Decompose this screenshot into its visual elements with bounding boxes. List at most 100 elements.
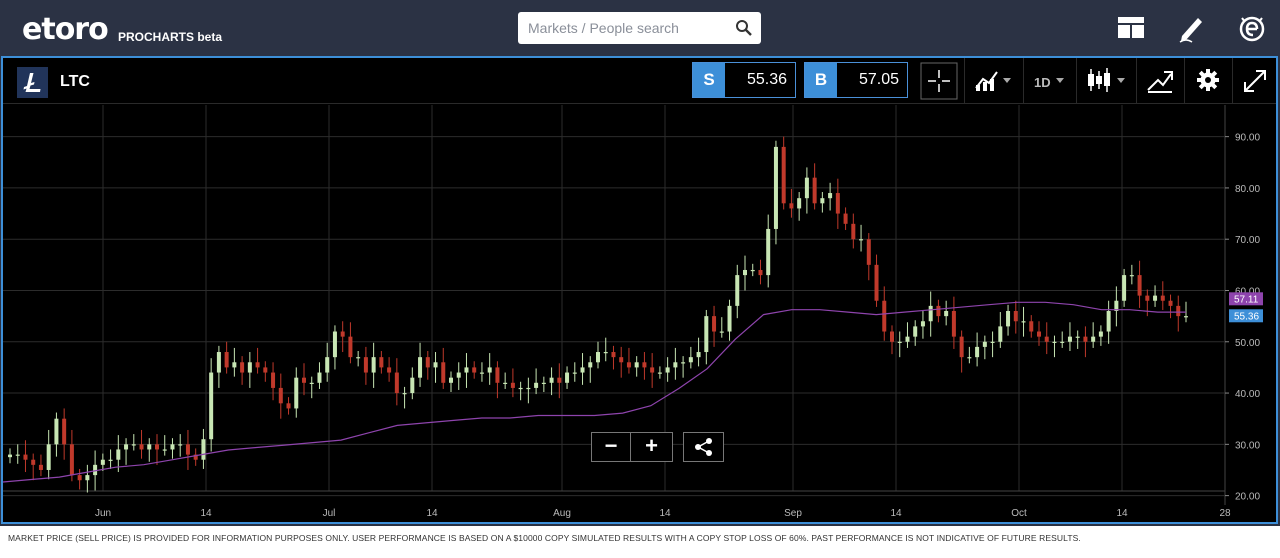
price-labels: 57.11 55.36: [1229, 292, 1263, 323]
candle-body: [526, 387, 531, 390]
toolbar-divider: [1076, 58, 1077, 104]
candle-body: [750, 269, 755, 272]
candle-body: [1006, 311, 1011, 327]
search-icon[interactable]: [735, 19, 753, 37]
candle-body: [23, 454, 28, 460]
candle-body: [735, 275, 740, 306]
zoom-in-button[interactable]: +: [645, 433, 658, 458]
y-tick-label: 30.00: [1235, 440, 1260, 451]
candle-body: [518, 387, 523, 390]
candle-body: [108, 459, 113, 461]
candle-body: [1052, 341, 1057, 343]
candle-body: [967, 357, 972, 359]
etoro-logo[interactable]: etoro: [22, 12, 109, 47]
candle-body: [712, 316, 717, 332]
candle-body: [998, 326, 1003, 342]
pencil-icon[interactable]: [1176, 12, 1208, 44]
candle-body: [781, 146, 786, 204]
candle-body: [93, 464, 98, 476]
candle-body: [433, 362, 438, 368]
chart-panel: LTC S 55.36 B 57.05 1D Jun 14 Jul 14 Aug 14 Se…: [1, 56, 1278, 524]
candle-body: [1067, 336, 1072, 342]
candle-body: [804, 177, 809, 199]
candle-body: [456, 372, 461, 378]
instrument-symbol: LTC: [60, 73, 90, 90]
candle-body: [1075, 336, 1080, 338]
price-label: 55.36: [1234, 311, 1259, 322]
chart-grid: [3, 105, 1226, 505]
expand-icon[interactable]: [1240, 62, 1270, 98]
candle-body: [54, 418, 59, 445]
candle-body: [1091, 336, 1096, 342]
sell-quote-button[interactable]: S 55.36: [692, 62, 796, 98]
candle-body: [394, 372, 399, 394]
search-box[interactable]: [518, 12, 761, 44]
candle-body: [479, 372, 484, 374]
share-button[interactable]: [683, 432, 724, 462]
gear-icon[interactable]: [1192, 62, 1224, 98]
candle-body: [1160, 295, 1165, 301]
candle-body: [1013, 311, 1018, 322]
candle-body: [982, 341, 987, 347]
x-tick-label: Oct: [1011, 508, 1027, 519]
candle-body: [302, 377, 306, 383]
litecoin-icon: [17, 67, 48, 98]
candle-body: [1176, 305, 1181, 317]
candle-body: [565, 372, 570, 383]
zoom-controls: − +: [591, 432, 673, 462]
candle-body: [209, 372, 214, 440]
candle-body: [882, 300, 887, 332]
indicators-icon[interactable]: [973, 62, 1015, 98]
top-bar: etoro PROCHARTS beta: [0, 0, 1280, 56]
candle-body: [510, 382, 515, 388]
candlestick-icon[interactable]: [1085, 62, 1129, 98]
candle-body: [936, 305, 941, 317]
candle-body: [325, 357, 330, 373]
candle-body: [835, 193, 840, 214]
candle-body: [1184, 316, 1188, 318]
y-tick-label: 20.00: [1235, 492, 1260, 503]
buy-quote-button[interactable]: B 57.05: [804, 62, 908, 98]
candle-body: [859, 239, 864, 241]
candle-body: [580, 367, 585, 373]
buy-tag: B: [805, 63, 837, 97]
layout-icon[interactable]: [1116, 12, 1148, 44]
candle-body: [797, 198, 802, 209]
candle-body: [147, 444, 152, 450]
candle-body: [719, 331, 724, 333]
toolbar-divider: [1232, 58, 1233, 104]
candle-body: [1060, 341, 1065, 343]
candle-body: [1044, 336, 1049, 342]
x-tick-label: 28: [1219, 508, 1231, 519]
candle-body: [31, 459, 36, 465]
candle-body: [495, 367, 500, 383]
candle-body: [278, 387, 283, 404]
candle-body: [843, 213, 848, 224]
share-icon: [695, 438, 712, 456]
candle-body: [944, 311, 949, 317]
candle-body: [418, 357, 423, 378]
price-chart[interactable]: Jun 14 Jul 14 Aug 14 Sep 14 Oct 14 28 90.00 80.00 70…: [3, 105, 1276, 522]
user-menu-icon[interactable]: [1236, 12, 1268, 44]
candle-body: [472, 367, 477, 373]
candle-body: [696, 352, 701, 358]
candle-body: [1037, 331, 1041, 337]
candle-body: [727, 305, 732, 332]
drawing-icon[interactable]: [1144, 62, 1176, 98]
search-input[interactable]: [528, 18, 728, 38]
candle-body: [62, 418, 67, 445]
chart-header: LTC S 55.36 B 57.05 1D: [3, 58, 1276, 104]
candle-body: [100, 459, 105, 465]
crosshair-icon[interactable]: [920, 62, 958, 100]
candle-body: [812, 177, 817, 204]
candle-body: [704, 316, 709, 353]
candle-body: [789, 203, 794, 209]
sell-tag: S: [693, 63, 725, 97]
y-axis: 90.00 80.00 70.00 60.00 50.00 40.00 30.00 20.00: [1225, 133, 1260, 503]
chevron-down-icon[interactable]: [1054, 62, 1068, 98]
candle-body: [124, 444, 129, 450]
candle-body: [201, 439, 206, 460]
timeframe-selector[interactable]: 1D: [1034, 75, 1051, 90]
zoom-out-button[interactable]: −: [592, 433, 631, 461]
candle-body: [216, 352, 221, 373]
